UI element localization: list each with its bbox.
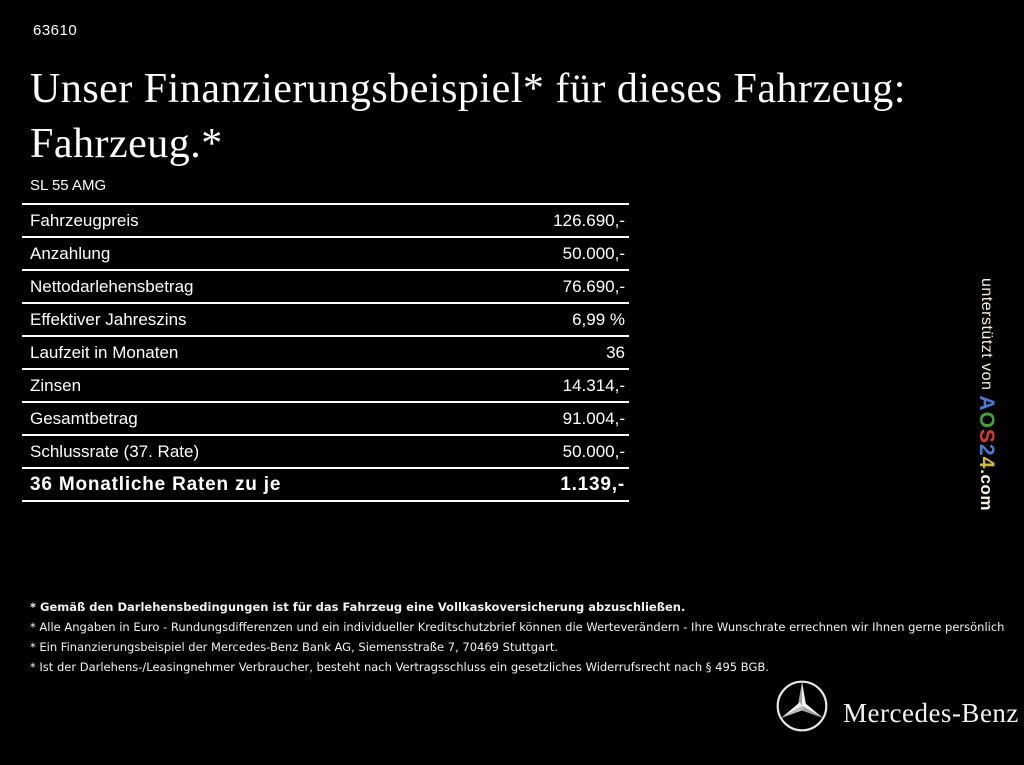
row-label: Effektiver Jahreszins	[30, 309, 187, 329]
row-value: 1.139,-	[560, 473, 625, 495]
page-title-line1: Unser Finanzierungsbeispiel* für dieses …	[30, 66, 906, 112]
table-row: Anzahlung 50.000,-	[22, 236, 629, 269]
reference-number: 63610	[33, 22, 78, 39]
row-value: 50.000,-	[562, 441, 625, 461]
brand-suffix: .com	[977, 469, 996, 511]
table-row: Laufzeit in Monaten 36	[22, 335, 629, 368]
mercedes-wordmark: Mercedes-Benz	[843, 698, 1019, 728]
table-row-total: 36 Monatliche Raten zu je 1.139,-	[22, 467, 629, 502]
row-label: Zinsen	[30, 375, 82, 395]
side-banner: unterstützt von AOS24.com	[974, 278, 998, 511]
table-row: Zinsen 14.314,-	[22, 368, 629, 401]
row-label: 36 Monatliche Raten zu je	[30, 473, 282, 495]
page-title: Unser Finanzierungsbeispiel* für dieses …	[30, 62, 906, 172]
mercedes-logo-block: Mercedes-Benz	[775, 679, 1024, 739]
row-label: Fahrzeugpreis	[30, 210, 139, 230]
footnote: * Alle Angaben in Euro - Rundungsdiffere…	[30, 620, 1005, 634]
row-value: 36	[606, 342, 625, 362]
row-label: Schlussrate (37. Rate)	[30, 441, 200, 461]
table-row: Schlussrate (37. Rate) 50.000,-	[22, 434, 629, 467]
row-value: 126.690,-	[553, 210, 625, 230]
page-title-line2: Fahrzeug.*	[30, 121, 223, 167]
vehicle-model: SL 55 AMG	[30, 177, 107, 194]
row-label: Anzahlung	[30, 243, 111, 263]
row-value: 76.690,-	[562, 276, 625, 296]
table-row: Fahrzeugpreis 126.690,-	[22, 203, 629, 236]
footnote: * Ein Finanzierungsbeispiel der Mercedes…	[30, 640, 559, 654]
table-row: Effektiver Jahreszins 6,99 %	[22, 302, 629, 335]
table-row: Gesamtbetrag 91.004,-	[22, 401, 629, 434]
mercedes-star-icon	[776, 680, 828, 732]
brand-letters: AOS24	[975, 395, 998, 470]
row-label: Nettodarlehensbetrag	[30, 276, 194, 296]
footnotes: * Gemäß den Darlehensbedingungen ist für…	[30, 597, 1010, 677]
row-label: Laufzeit in Monaten	[30, 342, 179, 362]
row-value: 50.000,-	[562, 243, 625, 263]
table-row: Nettodarlehensbetrag 76.690,-	[22, 269, 629, 302]
side-banner-prefix: unterstützt von	[978, 278, 995, 396]
row-label: Gesamtbetrag	[30, 408, 138, 428]
footnote: * Ist der Darlehens-/Leasingnehmer Verbr…	[30, 660, 769, 674]
row-value: 91.004,-	[562, 408, 625, 428]
footnote: * Gemäß den Darlehensbedingungen ist für…	[30, 600, 686, 614]
row-value: 6,99 %	[572, 309, 625, 329]
finance-table: Fahrzeugpreis 126.690,- Anzahlung 50.000…	[22, 203, 629, 502]
row-value: 14.314,-	[562, 375, 625, 395]
